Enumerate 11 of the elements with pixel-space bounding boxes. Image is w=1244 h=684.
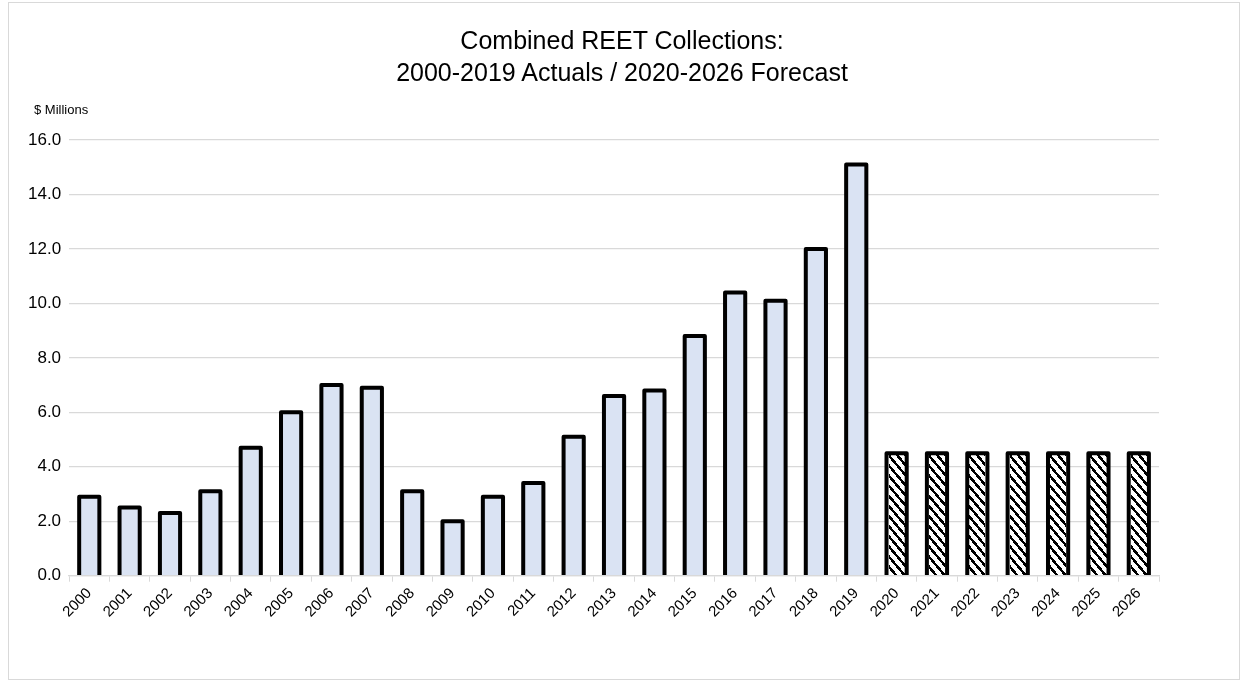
y-axis-title: $ Millions xyxy=(34,102,89,117)
chart-title: Combined REET Collections: 2000-2019 Actuals / 2020-2026 Forecast xyxy=(395,25,849,88)
y-tick-label: 16.0 xyxy=(27,129,62,149)
y-tick-label: 8.0 xyxy=(37,347,62,367)
y-tick-label: 10.0 xyxy=(27,293,62,313)
y-tick-label: 4.0 xyxy=(37,456,62,476)
y-tick-label: 12.0 xyxy=(27,238,62,258)
y-tick-label: 2.0 xyxy=(37,510,62,530)
y-tick-label: 6.0 xyxy=(37,401,62,421)
y-tick-label: 0.0 xyxy=(37,565,62,585)
y-tick-label: 14.0 xyxy=(27,184,62,204)
